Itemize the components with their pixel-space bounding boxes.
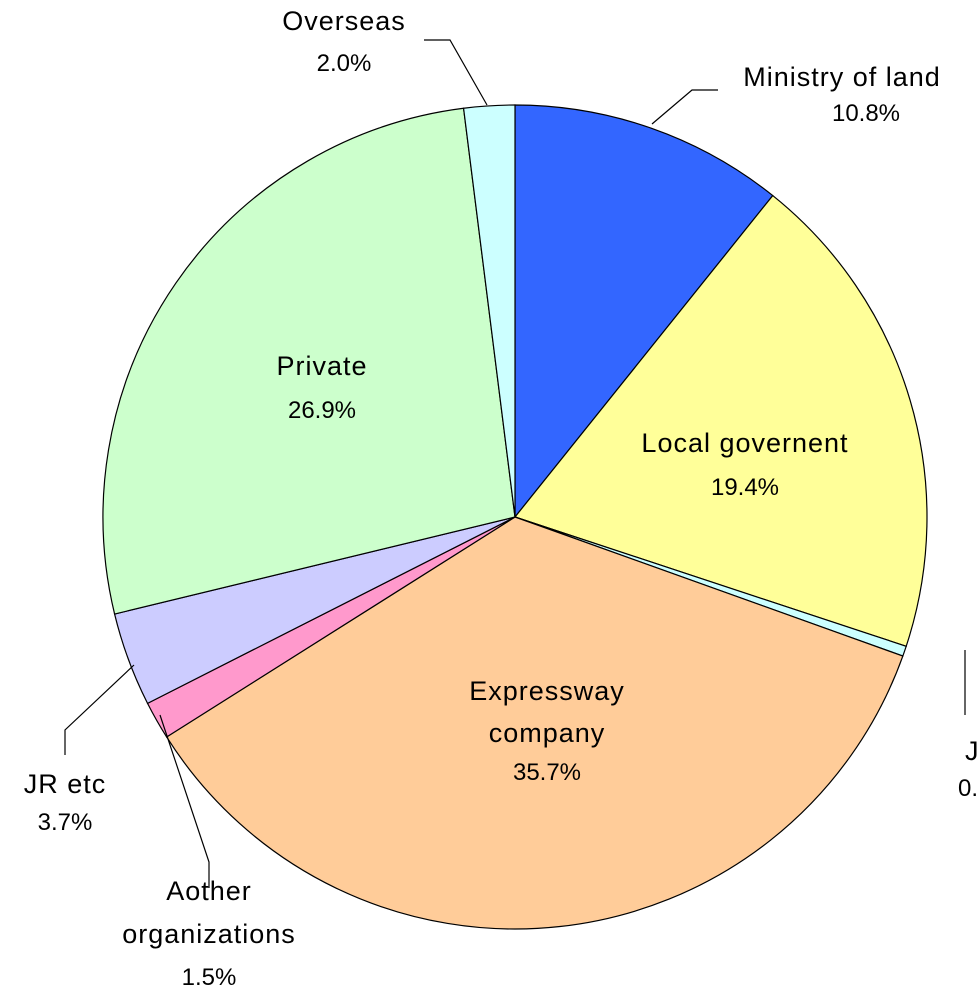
slice-value-label-7: 2.0% (317, 50, 372, 77)
slice-value-label-4: 1.5% (182, 964, 237, 987)
slice-name-label-2: JR etc (965, 736, 977, 766)
pie-slice-local-governent-1 (513, 194, 928, 648)
pie-slice-ministry-of-land-0 (514, 104, 774, 519)
leader-line-0 (651, 89, 718, 125)
pie-slices (102, 104, 928, 930)
slice-value-label-5: 3.7% (38, 809, 93, 836)
slice-name-label-4: Aother organizations (122, 876, 296, 949)
leader-line-7 (424, 39, 488, 106)
leader-line-4 (159, 714, 210, 888)
slice-name-label-0: Ministry of land (743, 62, 941, 92)
slice-value-label-3: 35.7% (513, 759, 581, 786)
pie-slice-overseas-7 (462, 104, 516, 518)
slice-name-label-3: Expressway company (469, 676, 625, 748)
slice-name-label-5: JR etc (24, 769, 107, 799)
slice-name-label-1: Local governent (641, 428, 848, 458)
slice-value-label-0: 10.8% (832, 100, 900, 127)
slice-value-label-6: 26.9% (288, 397, 356, 424)
leader-line-5 (64, 664, 135, 755)
slice-labels: Ministry of land 10.8% Local governent 19.4… (24, 6, 977, 987)
slice-value-label-1: 19.4% (711, 474, 779, 501)
slice-value-label-2: 0.4% (958, 775, 977, 802)
leader-lines (64, 39, 966, 888)
pie-slice-private-6 (102, 107, 516, 615)
slice-name-label-6: Private (276, 351, 367, 381)
slice-name-label-7: Overseas (282, 6, 406, 36)
pie-slice-expressway-company-3 (165, 516, 904, 930)
